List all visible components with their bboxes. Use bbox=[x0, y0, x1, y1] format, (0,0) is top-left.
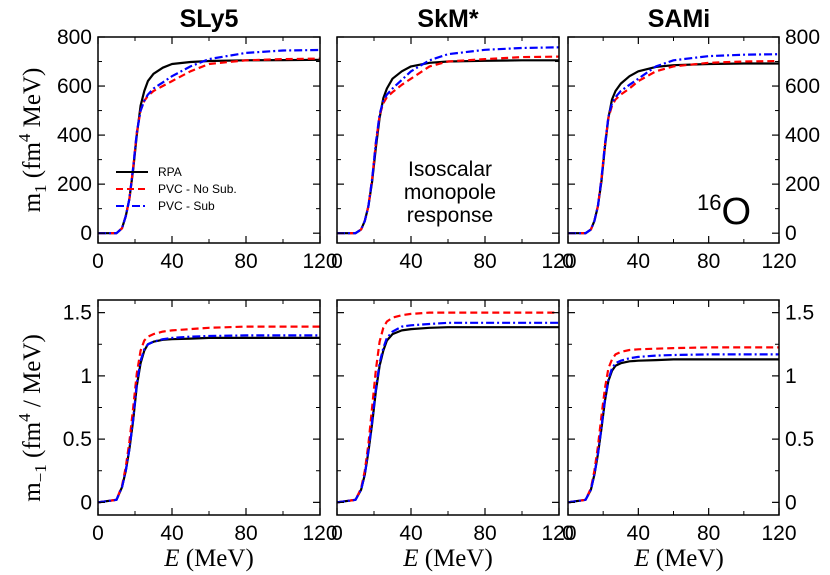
legend: RPA PVC - No Sub. PVC - Sub bbox=[116, 165, 237, 213]
y-tick-label-right-sami-m-1: 0 bbox=[785, 491, 797, 514]
y-tick-label-right-sami-m1: 200 bbox=[785, 173, 820, 196]
nucleus-label: 16O bbox=[697, 190, 751, 233]
series-line-nosub-sly5-m-1 bbox=[97, 325, 320, 504]
x-tick-label-skm-m-1: 120 bbox=[541, 522, 576, 545]
ylabel-bottom: m−1 (fm4 / MeV) bbox=[15, 334, 50, 502]
series-line-sub-skm-m1 bbox=[337, 46, 560, 235]
x-tick-label-skm-m-1: 80 bbox=[473, 522, 496, 545]
y-tick-label-right-sami-m1: 600 bbox=[785, 75, 820, 98]
x-tick-label-skm-m-1: 0 bbox=[331, 522, 343, 545]
x-tick-label-skm-m1: 40 bbox=[399, 250, 422, 273]
title-skm: SkM* bbox=[417, 5, 478, 33]
y-tick-label-sly5-m-1: 0 bbox=[80, 491, 92, 514]
y-tick-label-right-sami-m1: 400 bbox=[785, 124, 820, 147]
y-tick-label-sly5-m-1: 1.5 bbox=[63, 302, 92, 325]
y-tick-label-sly5-m1: 0 bbox=[80, 222, 92, 245]
x-tick-label-sly5-m1: 120 bbox=[302, 250, 337, 273]
x-tick-label-sami-m-1: 80 bbox=[697, 522, 720, 545]
x-tick-label-sami-m-1: 120 bbox=[761, 522, 796, 545]
x-tick-label-sly5-m1: 0 bbox=[92, 250, 104, 273]
x-tick-label-sami-m1: 80 bbox=[697, 250, 720, 273]
series-line-sub-sly5-m-1 bbox=[97, 334, 320, 504]
panel-sami-m-1: 0 40 80 120 0 0.5 1 1.5 bbox=[562, 299, 814, 545]
x-tick-label-sami-m1: 120 bbox=[761, 250, 796, 273]
series-line-rpa-sami-m1 bbox=[568, 62, 779, 235]
x-tick-label-sami-m1: 40 bbox=[627, 250, 650, 273]
x-tick-label-sly5-m-1: 40 bbox=[160, 522, 183, 545]
y-tick-label-right-sami-m-1: 0.5 bbox=[785, 428, 814, 451]
x-tick-label-sly5-m-1: 80 bbox=[234, 522, 257, 545]
y-tick-label-right-sami-m-1: 1 bbox=[785, 365, 797, 388]
axes-frame-sami-m-1 bbox=[567, 299, 780, 516]
y-tick-label-sly5-m1: 600 bbox=[57, 75, 92, 98]
y-tick-label-sly5-m1: 200 bbox=[57, 173, 92, 196]
panel-sami-m1: 0 40 80 120 0 200 400 600 800 bbox=[562, 26, 820, 273]
x-tick-label-skm-m1: 80 bbox=[473, 250, 496, 273]
panel-sly5-m-1: 0 40 80 120 0 0.5 1 1.5 bbox=[63, 299, 338, 545]
xlabel-col1: E (MeV) bbox=[163, 545, 254, 572]
series-line-sub-sami-m1 bbox=[568, 53, 780, 235]
y-tick-label-sly5-m-1: 0.5 bbox=[63, 428, 92, 451]
xlabel-col3: E (MeV) bbox=[633, 545, 724, 572]
x-tick-label-sly5-m-1: 120 bbox=[302, 522, 337, 545]
y-tick-label-sly5-m1: 800 bbox=[57, 26, 92, 49]
series-line-sub-skm-m-1 bbox=[336, 321, 559, 504]
annotation-line-1: Isoscalar bbox=[408, 158, 492, 181]
annotation-line-2: monopole bbox=[404, 181, 496, 204]
y-tick-label-sly5-m1: 400 bbox=[57, 124, 92, 147]
y-tick-label-right-sami-m-1: 1.5 bbox=[785, 302, 814, 325]
series-line-nosub-skm-m-1 bbox=[336, 311, 559, 504]
legend-label-rpa: RPA bbox=[158, 165, 182, 179]
ylabel-top: m1 (fm4 MeV) bbox=[15, 68, 50, 213]
title-sami: SAMi bbox=[648, 5, 711, 33]
annotation-line-3: response bbox=[407, 204, 493, 227]
xlabel-col2: E (MeV) bbox=[402, 545, 493, 572]
series-line-sub-sly5-m1 bbox=[98, 48, 321, 235]
panel-sly5-m1: 0 40 80 120 0 200 400 600 800 bbox=[57, 26, 338, 273]
legend-label-nosub: PVC - No Sub. bbox=[158, 182, 237, 196]
series-line-nosub-sami-m-1 bbox=[567, 346, 779, 504]
x-tick-label-skm-m1: 120 bbox=[541, 250, 576, 273]
y-tick-label-sly5-m-1: 1 bbox=[80, 365, 92, 388]
y-tick-label-right-sami-m1: 0 bbox=[785, 222, 797, 245]
y-tick-label-right-sami-m1: 800 bbox=[785, 26, 820, 49]
panel-skm-m1: 0 40 80 120 bbox=[331, 36, 577, 273]
x-tick-label-sami-m-1: 40 bbox=[627, 522, 650, 545]
x-tick-label-sly5-m1: 40 bbox=[160, 250, 183, 273]
x-tick-label-sami-m1: 0 bbox=[562, 250, 574, 273]
series-line-rpa-sami-m-1 bbox=[567, 358, 779, 504]
title-sly5: SLy5 bbox=[180, 5, 239, 33]
axes-frame-sly5-m-1 bbox=[97, 299, 321, 516]
x-tick-label-sly5-m-1: 0 bbox=[92, 522, 104, 545]
x-tick-label-skm-m-1: 40 bbox=[399, 522, 422, 545]
x-tick-label-skm-m1: 0 bbox=[331, 250, 343, 273]
legend-label-sub: PVC - Sub bbox=[158, 199, 215, 213]
axes-frame-skm-m-1 bbox=[336, 299, 560, 516]
x-tick-label-sami-m-1: 0 bbox=[562, 522, 574, 545]
panel-skm-m-1: 0 40 80 120 bbox=[331, 299, 577, 545]
x-tick-label-sly5-m1: 80 bbox=[234, 250, 257, 273]
series-line-sub-sami-m-1 bbox=[567, 353, 779, 504]
